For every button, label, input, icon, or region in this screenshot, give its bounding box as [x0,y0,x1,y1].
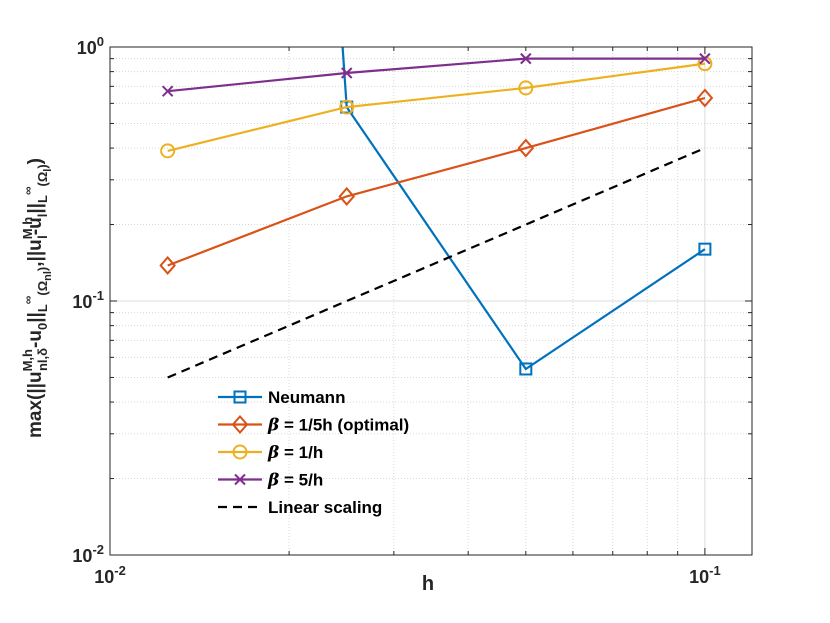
data-point [159,255,176,275]
legend-label: β = 1/h [267,443,323,463]
x-axis-label: h [422,573,434,595]
y-axis-label-part: nl [42,271,54,281]
y-axis-label-part: (Ω [35,281,50,296]
data-point [519,362,533,376]
series-line [167,62,706,152]
data-point [699,52,711,65]
legend-label-rest: = 5/h [279,471,323,490]
y-axis-label-part: ∞ [21,296,35,305]
data-point [520,52,532,65]
legend-item: Linear scaling [218,498,382,517]
series-layer [159,46,714,379]
y-tick-label: 10-1 [72,288,104,312]
data-point [518,80,534,96]
y-axis-label-part: || [25,203,46,214]
legend-item: Neumann [218,388,345,407]
y-axis-label-part: nl,δ [35,348,50,371]
series-line [167,57,705,93]
legend-swatch-marker [232,444,248,460]
legend-label-symbol: β [267,416,279,436]
y-axis-label-part: L [35,195,50,203]
y-axis-label-part: 0 [35,323,50,330]
legend-swatch-marker [231,414,249,435]
data-point [517,138,535,158]
legend-label: Neumann [268,388,345,407]
x-tick-label: 10-2 [94,563,126,587]
series-2 [160,56,713,159]
series-3 [161,52,711,97]
legend-label: Linear scaling [268,498,382,517]
legend-label-rest: = 1/5h (optimal) [279,416,409,435]
y-axis-label-part: -u [25,217,46,235]
data-point [338,186,356,206]
x-tick-label-exp: -2 [114,563,126,578]
y-tick-label-exp: -1 [92,288,104,303]
legend-label-rest: = 1/h [279,443,323,462]
series-line [167,147,706,379]
x-tick-label: 10-1 [689,563,721,587]
data-point [161,85,174,97]
y-axis-label-part: || [25,312,46,323]
y-axis-label-part: max(||u [25,371,46,438]
y-axis-label-part: (Ω [35,172,50,187]
series-1 [159,88,714,275]
legend-label-symbol: β [267,443,279,463]
legend-label: β = 1/5h (optimal) [267,416,409,436]
x-tick-label-base: 10 [94,567,114,587]
data-point [697,56,713,72]
data-point [339,99,355,115]
legend-label: β = 5/h [267,471,323,491]
y-tick-label-exp: 0 [97,34,104,49]
data-point [341,67,353,79]
y-axis-label-part: M,h [20,349,35,371]
y-tick-label: 10-2 [72,542,104,566]
series-line [341,46,706,371]
data-point [696,88,714,108]
legend-item: β = 1/5h (optimal) [218,414,409,436]
y-axis-label: max(||uM,hnl,δ-u0||L∞(Ωnl),||uM,hl-ul||L… [20,158,54,438]
data-point [698,242,712,256]
y-axis-label-part: l [42,169,54,172]
y-tick-label-base: 10 [72,292,92,312]
y-axis-label-part: ) [25,158,46,164]
ticks-layer [109,46,752,556]
y-axis-label-part: ) [35,164,50,168]
series-line [167,96,706,267]
y-tick-label-base: 10 [77,38,97,58]
y-axis-label-part: ) [35,267,50,271]
y-tick-label: 100 [77,34,104,58]
legend-swatch-marker [233,390,247,404]
x-tick-label-base: 10 [689,567,709,587]
y-tick-label-exp: -2 [92,542,104,557]
y-tick-label-base: 10 [72,546,92,566]
x-tick-label-exp: -1 [709,563,721,578]
data-point [160,143,176,159]
y-axis-label-part: ∞ [21,186,35,195]
series-4 [167,147,706,379]
y-axis-label-part: L [35,304,50,312]
y-axis-label-part: l [35,235,50,239]
y-axis-label-part: ,||u [25,239,46,267]
legend-swatch-marker [234,473,246,486]
y-axis-label-part: -u [25,330,46,348]
legend-item: β = 1/h [218,443,323,463]
legend-item: β = 5/h [218,471,323,491]
y-axis-label-part: M,h [20,217,35,239]
legend-label-symbol: β [267,471,279,491]
y-axis-label-part: l [35,214,50,218]
